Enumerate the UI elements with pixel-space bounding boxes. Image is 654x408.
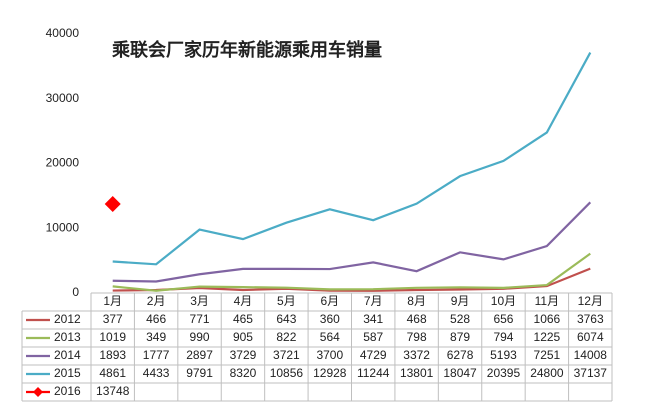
table-value: 905 [233, 330, 253, 344]
table-value: 3721 [273, 348, 300, 362]
x-tick-label: 8月 [407, 294, 426, 308]
table-value: 528 [450, 312, 470, 326]
x-tick-label: 10月 [491, 294, 516, 308]
table-value: 1066 [534, 312, 561, 326]
table-value: 798 [407, 330, 427, 344]
table-value: 466 [146, 312, 166, 326]
table-value: 1225 [534, 330, 561, 344]
table-value: 822 [276, 330, 296, 344]
y-tick-label: 30000 [46, 91, 80, 105]
table-value: 360 [320, 312, 340, 326]
table-value: 14008 [574, 348, 608, 362]
table-value: 5193 [490, 348, 517, 362]
table-value: 990 [190, 330, 210, 344]
x-tick-label: 5月 [277, 294, 296, 308]
table-value: 377 [103, 312, 123, 326]
table-value: 349 [146, 330, 166, 344]
table-value: 1893 [99, 348, 126, 362]
table-value: 468 [407, 312, 427, 326]
table-value: 3700 [316, 348, 343, 362]
table-value: 656 [493, 312, 513, 326]
table-value: 24800 [530, 366, 564, 380]
x-tick-label: 12月 [578, 294, 603, 308]
table-value: 13748 [96, 384, 130, 398]
table-value: 341 [363, 312, 383, 326]
table-value: 7251 [534, 348, 561, 362]
table-value: 6074 [577, 330, 604, 344]
table-value: 11244 [357, 366, 390, 380]
series-line [112, 252, 591, 292]
table-value: 12928 [313, 366, 347, 380]
x-tick-label: 7月 [364, 294, 383, 308]
table-value: 4433 [143, 366, 170, 380]
table-value: 8320 [230, 366, 257, 380]
table-value: 20395 [487, 366, 521, 380]
table-value: 587 [363, 330, 383, 344]
table-value: 794 [493, 330, 513, 344]
point-marker [104, 195, 121, 212]
legend-label: 2014 [54, 348, 81, 362]
legend-label: 2016 [54, 384, 81, 398]
y-tick-label: 20000 [46, 156, 80, 170]
series-line [112, 201, 592, 283]
table-value: 1777 [143, 348, 170, 362]
y-tick-label: 10000 [46, 220, 80, 234]
table-value: 564 [320, 330, 340, 344]
table-value: 3729 [230, 348, 257, 362]
legend-label: 2013 [54, 330, 81, 344]
table-value: 1019 [99, 330, 126, 344]
table-value: 18047 [443, 366, 477, 380]
table-value: 3763 [577, 312, 604, 326]
x-tick-label: 1月 [103, 294, 122, 308]
table-value: 465 [233, 312, 253, 326]
legend-label: 2015 [54, 366, 81, 380]
y-tick-label: 40000 [46, 26, 80, 40]
table-value: 6278 [447, 348, 474, 362]
x-tick-label: 9月 [451, 294, 470, 308]
table-value: 2897 [186, 348, 213, 362]
x-tick-label: 11月 [535, 294, 559, 308]
chart-title: 乘联会厂家历年新能源乘用车销量 [111, 39, 382, 60]
table-value: 4729 [360, 348, 387, 362]
x-tick-label: 6月 [320, 294, 339, 308]
x-tick-label: 2月 [147, 294, 166, 308]
x-tick-label: 3月 [190, 294, 209, 308]
table-value: 879 [450, 330, 470, 344]
table-value: 3372 [403, 348, 430, 362]
series-line [112, 52, 592, 266]
legend-label: 2012 [54, 312, 81, 326]
table-value: 13801 [400, 366, 434, 380]
x-tick-label: 4月 [234, 294, 253, 308]
table-value: 771 [190, 312, 210, 326]
table-value: 9791 [186, 366, 213, 380]
table-value: 37137 [574, 366, 608, 380]
table-value: 643 [276, 312, 296, 326]
table-value: 10856 [270, 366, 304, 380]
legend-marker [33, 387, 43, 397]
table-value: 4861 [99, 366, 126, 380]
y-tick-label: 0 [72, 285, 79, 299]
